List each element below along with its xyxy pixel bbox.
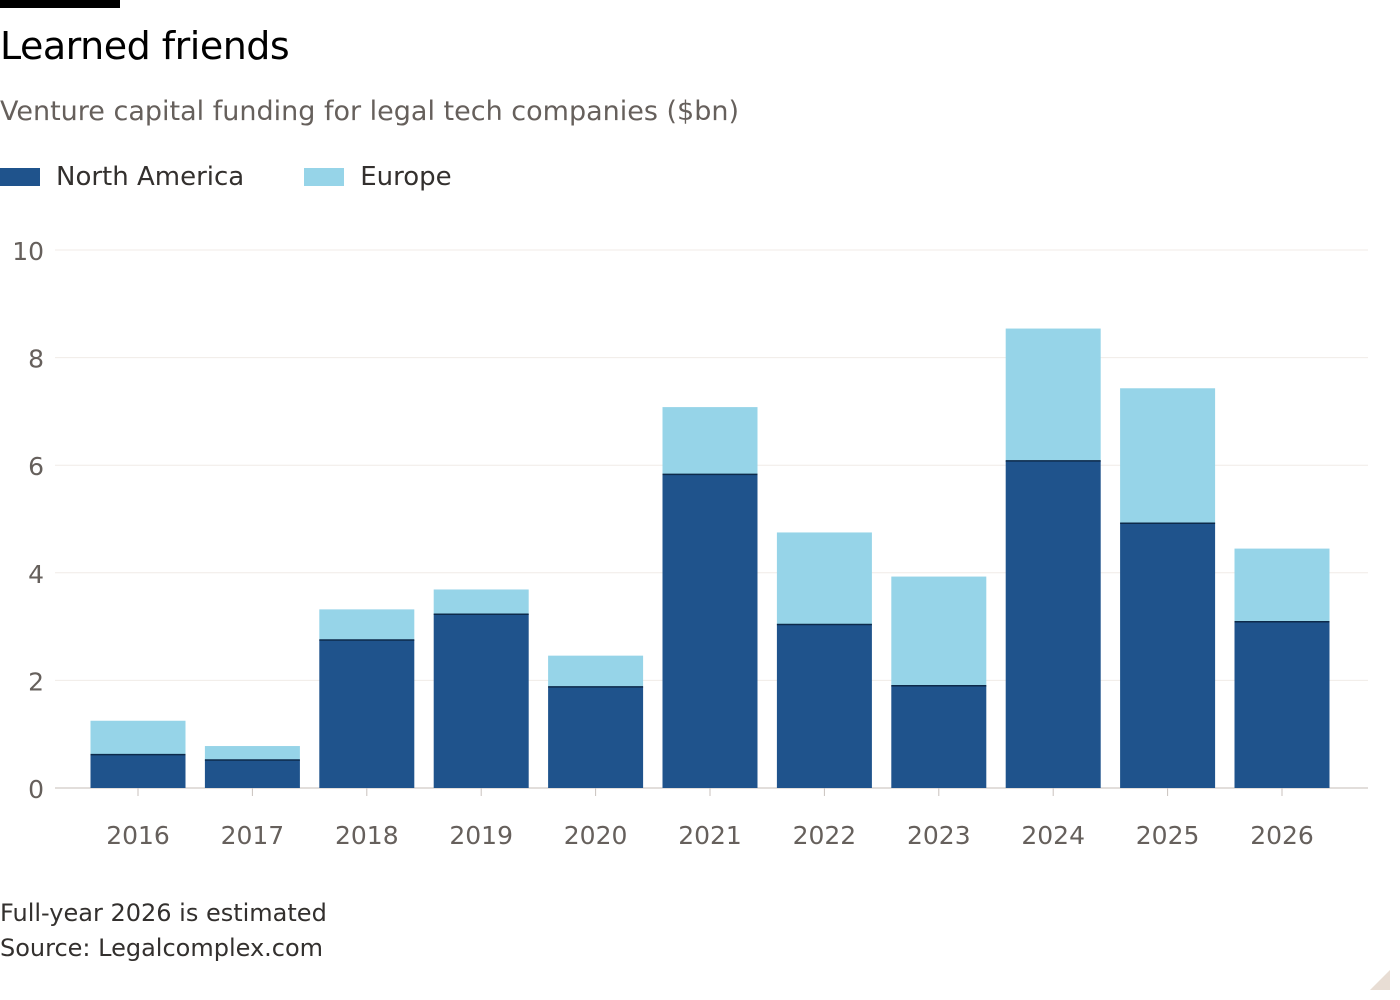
x-tick-label: 2020 xyxy=(564,821,628,850)
x-tick-label: 2018 xyxy=(335,821,399,850)
legend: North America Europe xyxy=(0,160,512,194)
top-rule xyxy=(0,0,120,8)
bar-north-america-2021 xyxy=(662,474,758,788)
bar-north-america-2016 xyxy=(90,754,186,788)
y-tick-label: 0 xyxy=(28,775,44,804)
bar-north-america-2024 xyxy=(1005,460,1101,788)
bar-europe-2023 xyxy=(891,576,987,686)
x-tick-label: 2024 xyxy=(1021,821,1085,850)
legend-item-north-america: North America xyxy=(0,162,244,192)
x-tick-label: 2023 xyxy=(907,821,971,850)
bar-north-america-2023 xyxy=(891,685,987,788)
bar-europe-2019 xyxy=(433,589,529,615)
bar-north-america-2018 xyxy=(319,640,415,788)
legend-swatch-europe xyxy=(304,168,345,186)
y-tick-label: 2 xyxy=(28,667,44,696)
bar-europe-2025 xyxy=(1120,388,1216,524)
legend-label-europe: Europe xyxy=(360,162,452,192)
source-note: Source: Legalcomplex.com xyxy=(0,934,324,962)
y-tick-label: 8 xyxy=(28,345,44,374)
bar-europe-2022 xyxy=(776,532,872,625)
bar-europe-2021 xyxy=(662,407,758,475)
bar-north-america-2026 xyxy=(1234,621,1330,788)
footnote: Full-year 2026 is estimated xyxy=(0,899,327,927)
x-tick-label: 2026 xyxy=(1250,821,1314,850)
legend-label-north-america: North America xyxy=(56,162,245,192)
y-tick-label: 4 xyxy=(28,560,44,589)
bar-europe-2018 xyxy=(319,609,415,641)
bar-europe-2020 xyxy=(548,655,644,687)
bar-europe-2017 xyxy=(204,746,300,761)
x-tick-label: 2016 xyxy=(106,821,170,850)
x-tick-label: 2017 xyxy=(221,821,285,850)
chart-subtitle: Venture capital funding for legal tech c… xyxy=(0,96,739,127)
bar-north-america-2025 xyxy=(1120,523,1216,788)
corner-mark xyxy=(1370,970,1390,990)
x-axis-ticks: 2016 2017 2018 2019 2020 2021 2022 2023 2024 2025… xyxy=(106,788,1314,850)
chart-title: Learned friends xyxy=(0,24,290,68)
bar-north-america-2020 xyxy=(548,686,644,788)
bar-north-america-2022 xyxy=(776,624,872,788)
bars xyxy=(90,328,1330,788)
y-tick-label: 10 xyxy=(12,237,44,266)
bar-north-america-2019 xyxy=(433,614,529,788)
y-axis-ticks: 0 2 4 6 8 10 xyxy=(12,237,44,804)
bar-north-america-2017 xyxy=(204,760,300,788)
x-tick-label: 2019 xyxy=(449,821,513,850)
x-tick-label: 2022 xyxy=(793,821,857,850)
bar-europe-2016 xyxy=(90,720,186,755)
y-tick-label: 6 xyxy=(28,452,44,481)
bar-chart: 0 2 4 6 8 10 2016 2017 2018 2019 2020 2021 2022 2023… xyxy=(12,237,1368,850)
legend-swatch-north-america xyxy=(0,168,40,186)
footer: Full-year 2026 is estimated Source: Lega… xyxy=(0,896,327,966)
bar-europe-2024 xyxy=(1005,328,1101,461)
x-tick-label: 2021 xyxy=(678,821,742,850)
bar-europe-2026 xyxy=(1234,548,1330,622)
x-tick-label: 2025 xyxy=(1136,821,1200,850)
legend-item-europe: Europe xyxy=(304,162,452,192)
